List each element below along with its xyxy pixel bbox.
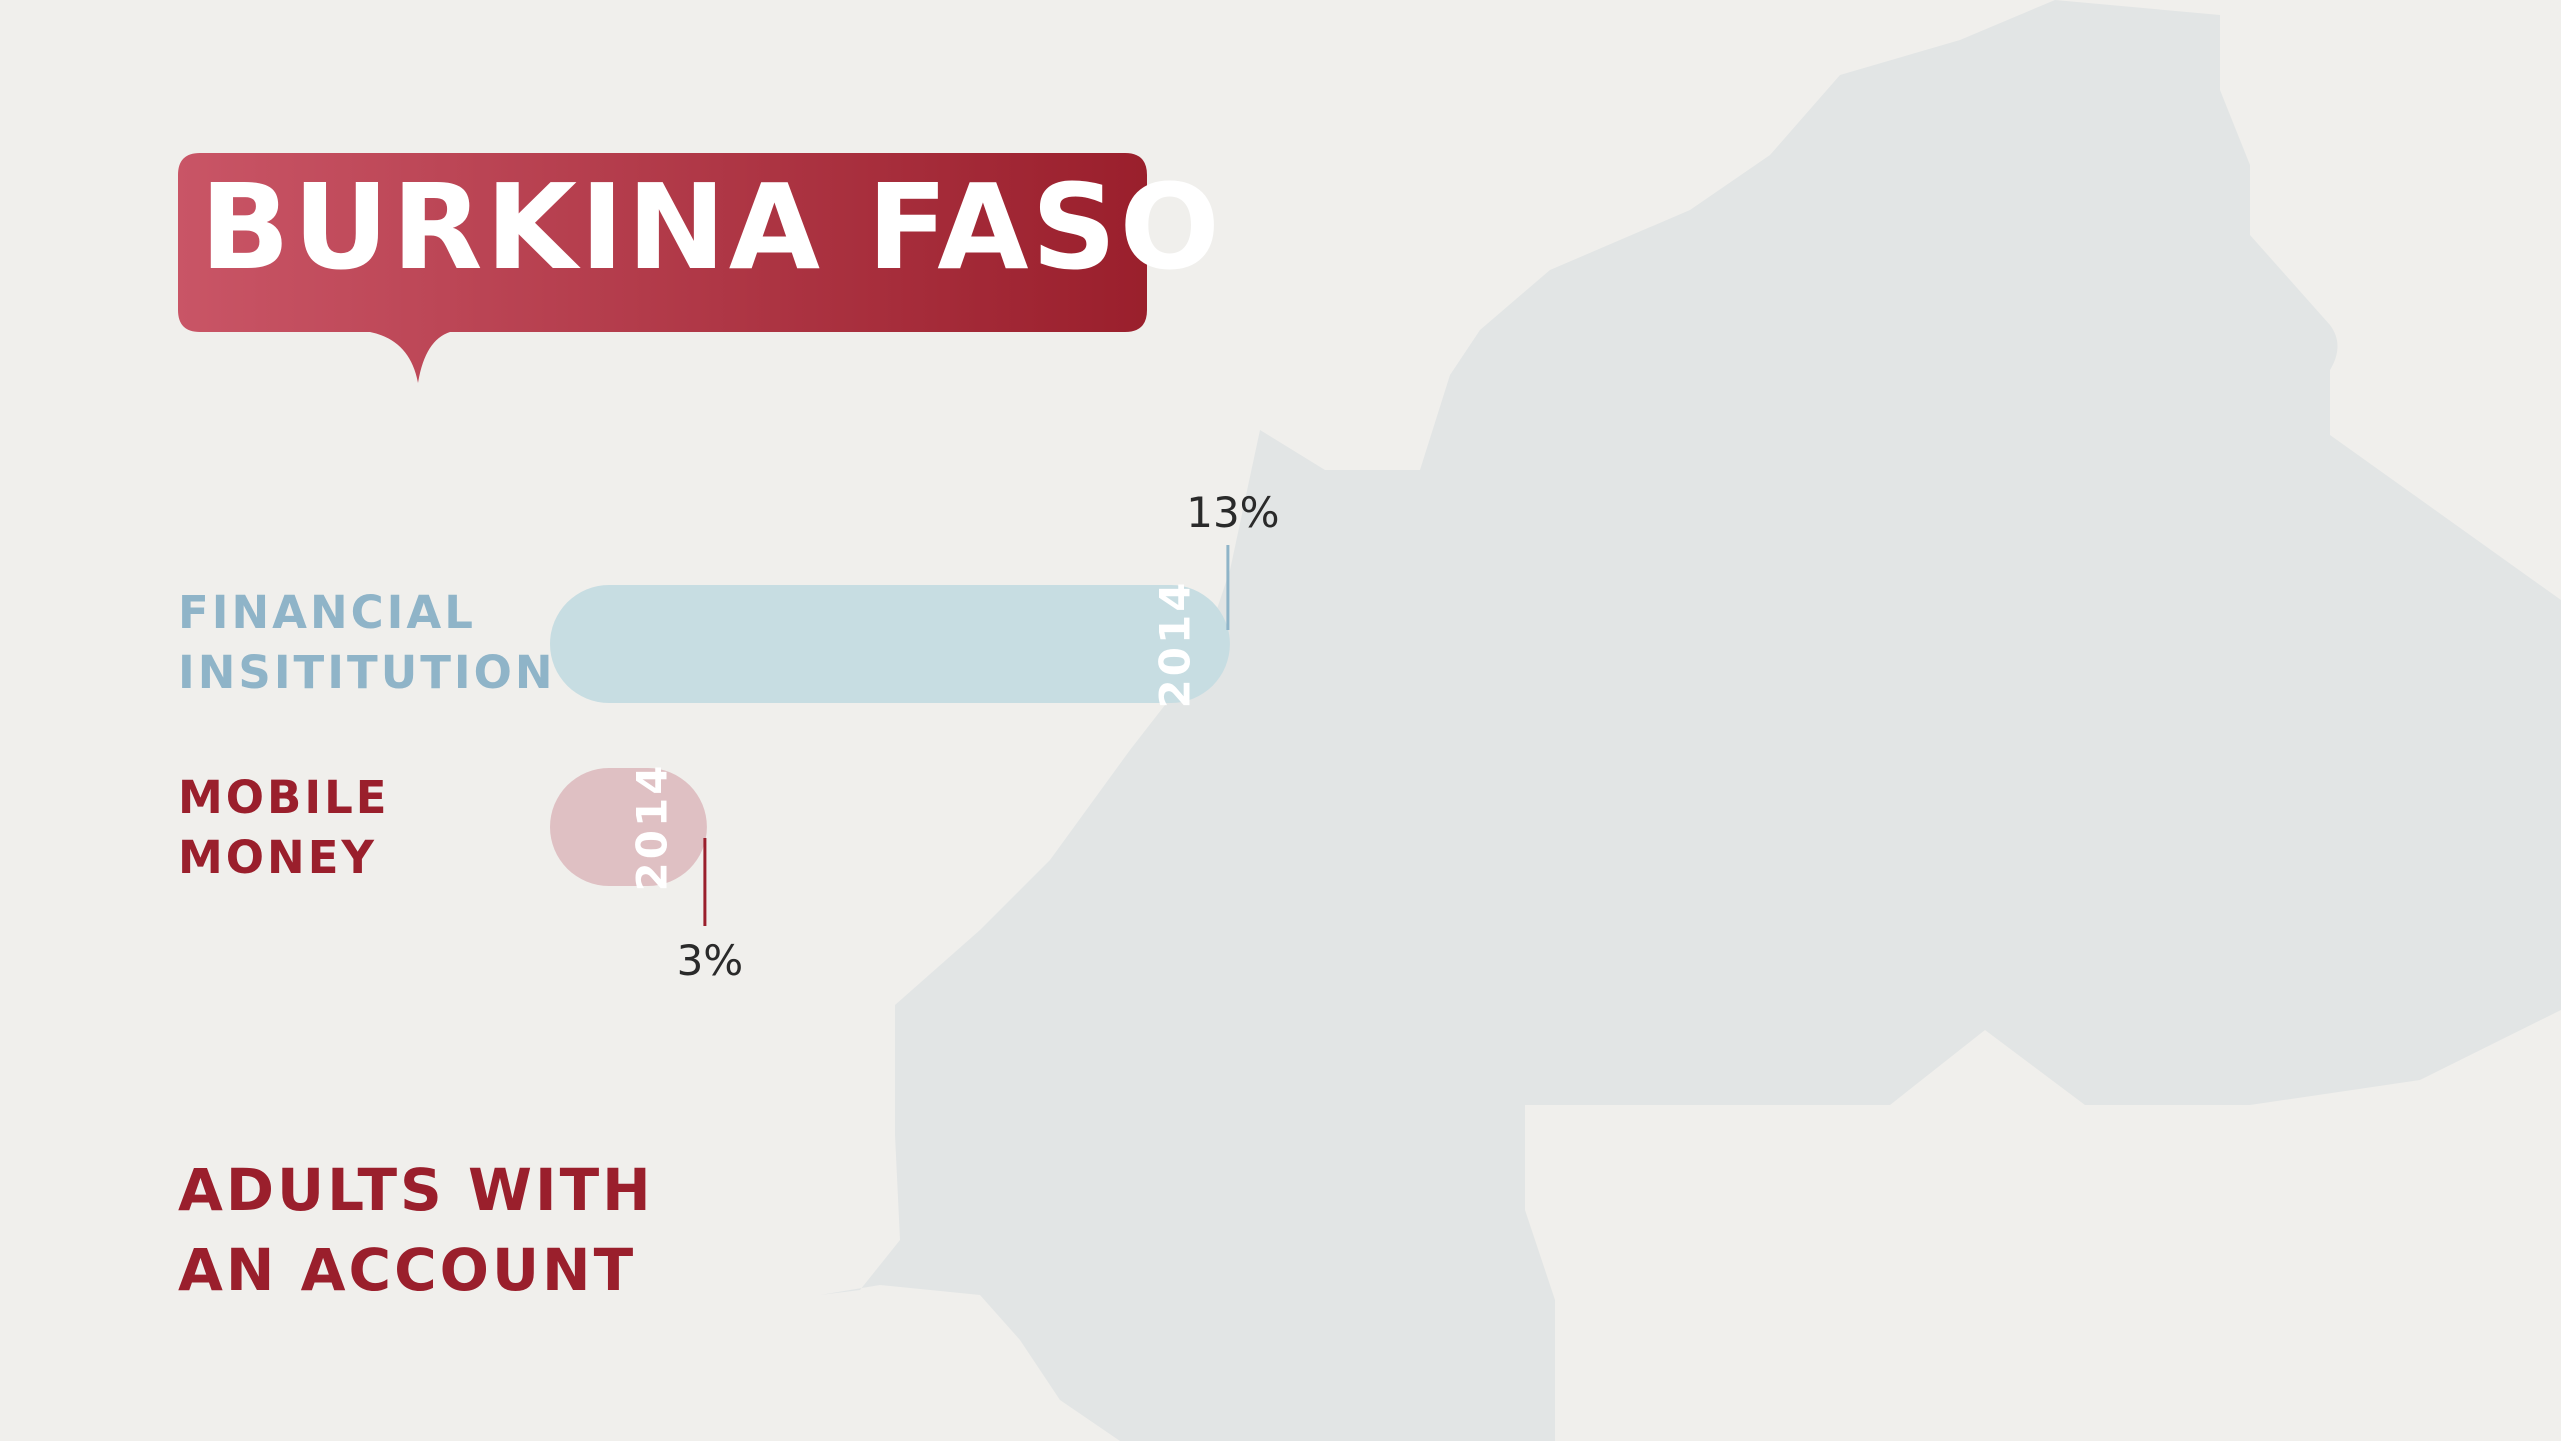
subtitle-line1: ADULTS WITH [178, 1156, 654, 1224]
mobile-bar-year-label: 2014 [627, 763, 676, 892]
financial-bar [550, 585, 1230, 703]
mobile-money-label: MOBILE MONEY [178, 768, 390, 888]
mobile-bar [550, 768, 707, 886]
financial-label-line1: FINANCIAL [178, 586, 476, 639]
page-title: BURKINA FASO [200, 158, 1223, 296]
mobile-value-label: 3% [677, 936, 744, 985]
financial-label-line2: INSITITUTION [178, 646, 556, 699]
subtitle-line2: AN ACCOUNT [178, 1236, 637, 1304]
financial-value-label: 13% [1186, 488, 1279, 537]
financial-bar-year-label: 2014 [1150, 580, 1199, 709]
financial-institution-label: FINANCIAL INSITITUTION [178, 583, 556, 703]
title-bubble [178, 153, 1147, 383]
country-shape [820, 0, 2561, 1441]
chart-subtitle: ADULTS WITH AN ACCOUNT [178, 1150, 654, 1310]
mobile-label-line1: MOBILE [178, 771, 390, 824]
mobile-label-line2: MONEY [178, 831, 378, 884]
